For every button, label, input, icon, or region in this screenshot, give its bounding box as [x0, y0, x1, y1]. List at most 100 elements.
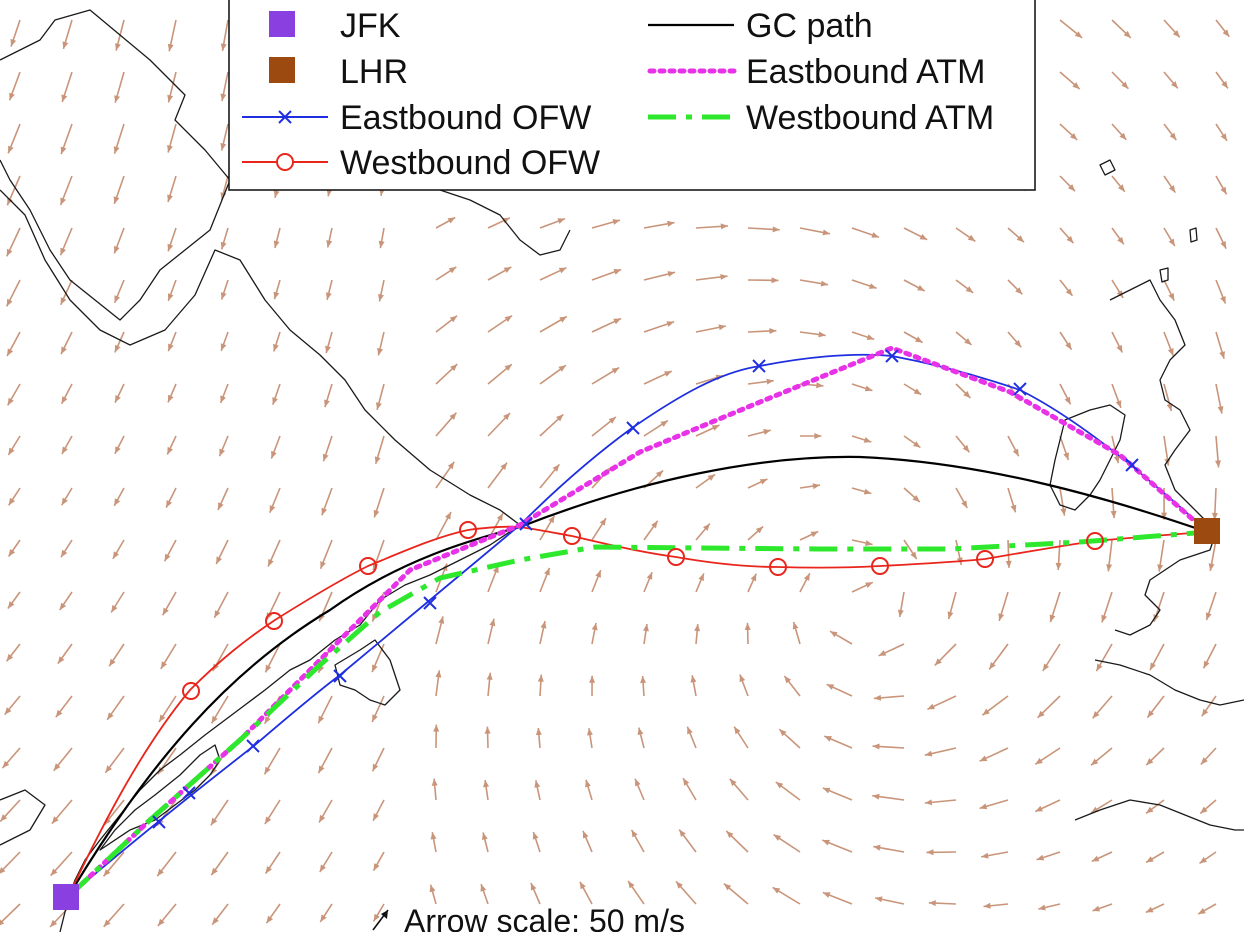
wind-arrow-head	[864, 385, 873, 392]
wind-arrow-head	[325, 345, 331, 354]
wind-arrow-head	[826, 684, 835, 690]
wind-arrow-head	[7, 601, 15, 609]
wind-arrow-head	[875, 896, 883, 903]
wind-arrow-head	[595, 570, 601, 578]
wind-arrow-head	[216, 556, 222, 564]
coast-scotland	[1109, 279, 1216, 636]
coast-ireland	[1049, 404, 1126, 511]
wind-arrow-head	[167, 43, 174, 52]
wind-arrow-head	[0, 919, 5, 926]
wind-arrow-head	[628, 881, 635, 889]
wind-arrow-head	[480, 884, 487, 892]
wind-arrow-head	[1065, 342, 1072, 350]
wind-arrow-head	[8, 497, 16, 506]
wind-arrow-head	[219, 448, 225, 457]
wind-arrow-head	[51, 816, 59, 824]
wind-arrow-head	[8, 549, 16, 557]
wind-arrow-head	[540, 621, 547, 629]
wind-arrow-head	[822, 892, 831, 898]
legend-eb-ofw-label: Eastbound OFW	[340, 99, 591, 137]
wind-arrow-head	[112, 551, 119, 559]
wind-arrow-head	[1222, 29, 1230, 37]
wind-arrow-head	[720, 223, 728, 230]
wind-arrow-head	[264, 816, 272, 825]
wind-arrow-head	[489, 618, 496, 627]
wind-arrow-head	[687, 726, 693, 735]
wind-arrow-head	[1118, 184, 1125, 192]
wind-arrow-head	[107, 712, 114, 720]
wind-arrow-head	[449, 315, 458, 323]
wind-arrow-head	[822, 787, 831, 794]
wind-arrow-head	[8, 145, 14, 154]
westbound-ofw-markers	[182, 521, 1104, 700]
wind-arrow-head	[711, 425, 720, 431]
westbound-ofw-line	[67, 525, 1208, 898]
wind-arrow-head	[913, 388, 922, 395]
wind-arrow-head	[372, 664, 378, 673]
wind-arrow-head	[167, 293, 174, 301]
wind-arrow-head	[1092, 711, 1100, 719]
wind-arrow-head	[1220, 241, 1227, 249]
wind-arrow-head	[557, 218, 565, 224]
wind-arrow-head	[55, 709, 63, 718]
wind-arrow-head	[998, 613, 1005, 621]
wind-arrow-head	[1016, 235, 1024, 243]
wind-arrow-head	[676, 881, 683, 889]
wind-arrow-head	[694, 624, 701, 632]
wind-arrow-head	[873, 694, 882, 701]
wind-arrow-head	[558, 365, 566, 372]
wind-arrow-head	[372, 763, 379, 772]
wind-arrow-head	[269, 505, 276, 513]
wind-arrow-head	[1168, 238, 1175, 247]
wind-arrow-head	[504, 364, 512, 371]
wind-arrow-head	[1005, 560, 1012, 568]
wind-arrow-head	[57, 656, 65, 664]
arrow-scale-label: Arrow scale: 50 m/s	[404, 903, 685, 932]
gc-path-line	[67, 455, 1208, 898]
wind-arrow-head	[9, 92, 15, 101]
wind-arrow-head	[103, 919, 111, 927]
wind-arrow-head	[1115, 400, 1122, 408]
wind-arrow-head	[210, 767, 218, 775]
wind-arrow-head	[1211, 512, 1218, 520]
wind-arrow-head	[1146, 758, 1154, 766]
eastbound-ofw-marker	[1125, 458, 1139, 472]
wind-arrow-head	[7, 348, 14, 356]
wind-arrow-head	[1219, 351, 1225, 359]
wind-arrow-head	[989, 662, 996, 670]
wind-arrow-head	[589, 675, 596, 683]
wind-arrow-head	[268, 559, 274, 567]
wind-arrow-head	[448, 266, 457, 274]
wind-arrow-head	[1072, 82, 1080, 89]
coast-quebec-gulf	[59, 524, 521, 932]
wind-arrow-head	[61, 497, 68, 506]
wind-arrow-head	[660, 420, 668, 427]
wind-arrow-head	[7, 397, 14, 406]
wind-arrow-head	[981, 852, 989, 859]
wind-arrow-head	[763, 429, 771, 435]
lhr-marker	[1194, 518, 1220, 544]
wind-arrow-head	[779, 729, 787, 737]
coast-greenland-labrador	[0, 9, 231, 321]
wind-arrow-head	[483, 780, 490, 788]
wind-arrow-head	[220, 143, 227, 151]
wind-arrow-head	[114, 295, 120, 303]
wind-arrow-head	[814, 433, 822, 439]
wind-arrow-head	[1035, 805, 1043, 812]
wind-arrow-head	[59, 602, 67, 611]
legend-gc-label: GC path	[746, 7, 873, 45]
wind-arrow-head	[1171, 81, 1178, 89]
wind-arrow-head	[220, 292, 227, 300]
wind-arrow-head	[61, 396, 68, 404]
wind-arrow-head	[1121, 81, 1129, 89]
wind-arrow-head	[1168, 293, 1175, 301]
wind-arrow-head	[429, 884, 436, 893]
wind-arrow-head	[61, 446, 68, 454]
wind-arrow-head	[1091, 758, 1099, 766]
wind-arrow-head	[556, 414, 564, 422]
wind-arrow-head	[679, 829, 686, 837]
routes	[65, 345, 1210, 900]
wind-arrow-head	[1063, 452, 1069, 460]
wind-arrow-head	[433, 724, 440, 732]
wind-arrow-head	[322, 453, 329, 462]
